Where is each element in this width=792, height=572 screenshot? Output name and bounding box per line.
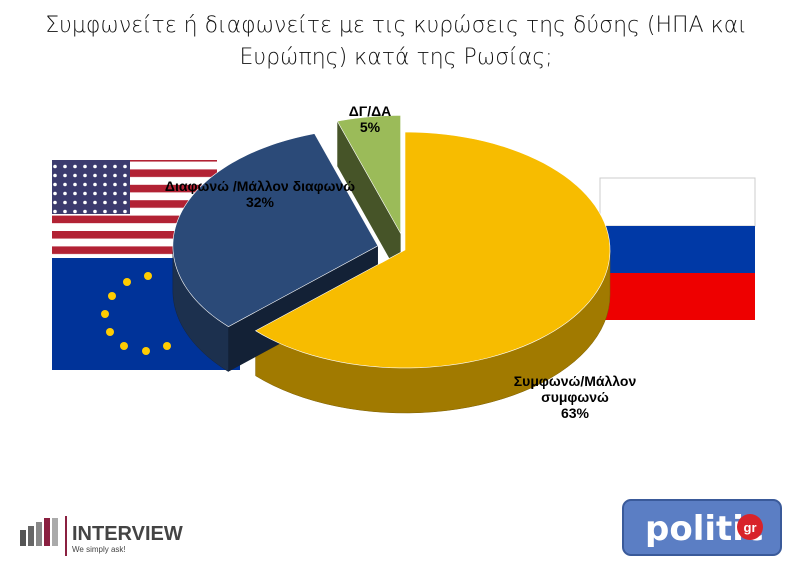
slice-name: Διαφωνώ /Μάλλον διαφωνώ — [164, 178, 356, 194]
slice-name: ΔΓ/ΔΑ — [348, 103, 392, 119]
pie-slice — [254, 131, 611, 369]
chart-title: Συμφωνείτε ή διαφωνείτε με τις κυρώσεις … — [45, 13, 747, 70]
pie-slice — [172, 133, 379, 327]
slice-label: Διαφωνώ /Μάλλον διαφωνώ 32% — [160, 178, 360, 210]
slice-value: 5% — [359, 119, 381, 135]
slice-value: 32% — [245, 194, 275, 210]
pie-slice — [336, 115, 401, 235]
slice-name: Συμφωνώ/Μάλλον συμφωνώ — [513, 373, 637, 405]
interview-tagline: We simply ask! — [72, 545, 126, 554]
politic-logo: politic gr — [622, 499, 782, 556]
slice-label: ΔΓ/ΔΑ 5% — [330, 103, 410, 135]
pie — [172, 115, 611, 414]
interview-name: INTERVIEW — [72, 523, 183, 545]
slice-value: 63% — [560, 405, 590, 421]
slice-cut — [337, 121, 401, 279]
politic-suffix: gr — [744, 520, 757, 535]
russia-flag — [599, 177, 756, 320]
interview-logo: INTERVIEW We simply ask! — [20, 516, 183, 556]
slice-label: Συμφωνώ/Μάλλον συμφωνώ 63% — [500, 373, 650, 421]
